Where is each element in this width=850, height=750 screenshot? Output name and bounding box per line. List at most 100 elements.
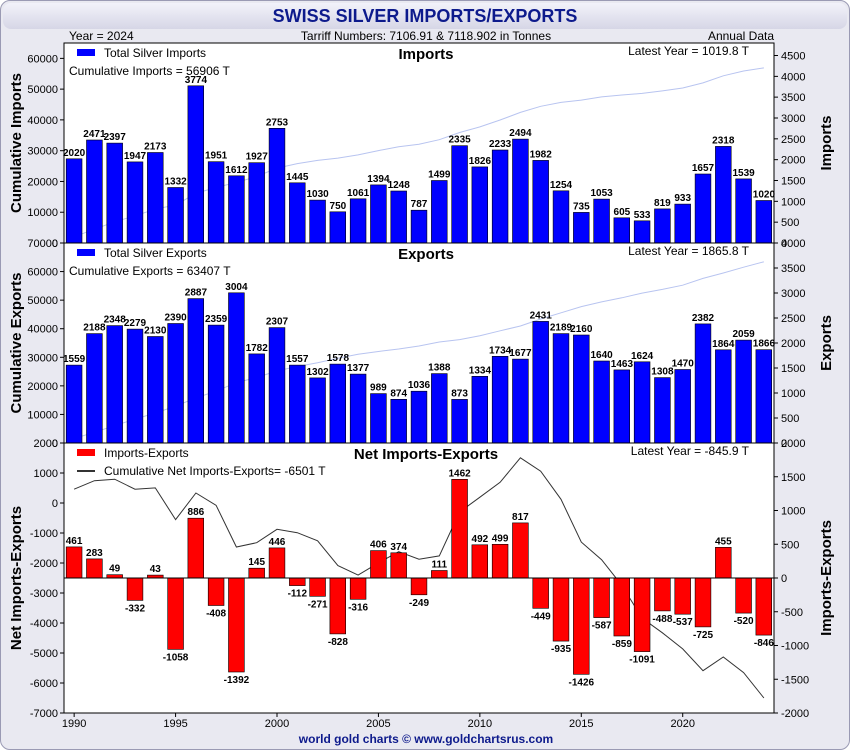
imports-bar	[147, 152, 164, 244]
imports-bar-label: 1020	[753, 190, 776, 201]
exports-bar-label: 1463	[611, 359, 634, 370]
exports-bar-label: 873	[451, 388, 468, 399]
imports-right-tick-label: 3500	[781, 92, 805, 104]
net-bar-label: -112	[288, 589, 308, 600]
exports-bar-label: 1302	[306, 367, 329, 378]
imports-bar	[715, 146, 732, 244]
imports-bar-label: 750	[330, 201, 347, 212]
imports-bar-label: 2318	[712, 135, 735, 146]
exports-bar-label: 1559	[63, 354, 86, 365]
net-bar	[289, 577, 306, 586]
imports-bar	[228, 175, 245, 244]
exports-bar-label: 2059	[732, 329, 755, 340]
exports-right-tick-label: 3500	[781, 263, 805, 275]
net-bar	[491, 543, 509, 579]
net-left-tick-label: -2000	[30, 558, 58, 570]
net-bar-label: -1091	[629, 655, 655, 666]
exports-bar	[410, 390, 428, 444]
net-left-tick-label: -6000	[30, 678, 58, 690]
net-bar	[674, 577, 691, 615]
imports-bar-label: 1927	[246, 152, 269, 163]
exports-bar-label: 1578	[327, 353, 350, 364]
exports-bar-label: 2348	[104, 315, 127, 326]
net-bar	[248, 567, 265, 579]
net-bar	[633, 577, 651, 652]
exports-right-tick-label: 500	[781, 413, 799, 425]
exports-bar	[248, 353, 265, 444]
net-bar-label: -271	[308, 599, 328, 610]
exports-left-tick-label: 0	[52, 438, 58, 450]
net-bar-label: -587	[592, 621, 612, 632]
imports-left-tick-label: 20000	[27, 176, 58, 188]
imports-right-tick-label: 1000	[781, 196, 805, 208]
net-bar	[654, 577, 671, 612]
exports-bar	[654, 377, 671, 444]
imports-bar	[431, 180, 448, 244]
imports-bar-label: 1982	[530, 149, 553, 160]
net-bar	[329, 577, 346, 635]
net-bar-label: 886	[188, 507, 205, 518]
imports-right-tick-label: 0	[781, 238, 787, 250]
imports-bar	[289, 182, 306, 244]
exports-bar-label: 1308	[651, 367, 674, 378]
exports-left-tick-label: 30000	[27, 352, 58, 364]
imports-bar-label: 1061	[347, 188, 370, 199]
imports-bar-label: 1030	[306, 189, 329, 200]
imports-right-axis-title: Imports	[818, 115, 835, 170]
net-bar	[167, 577, 184, 650]
exports-bar	[86, 333, 103, 444]
imports-legend-label: Total Silver Imports	[104, 46, 206, 60]
exports-bar-label: 1334	[469, 365, 492, 376]
exports-right-tick-label: 0	[781, 438, 787, 450]
exports-bar-label: 2431	[530, 310, 553, 321]
imports-bar-label: 735	[573, 201, 590, 212]
exports-bar-label: 2887	[185, 288, 208, 299]
exports-right-tick-label: 2500	[781, 313, 805, 325]
net-bar-label: -1426	[569, 677, 595, 688]
net-bar	[431, 570, 448, 579]
exports-bar-label: 1866	[753, 339, 776, 350]
net-left-tick-label: -1000	[30, 528, 58, 540]
exports-right-tick-label: 3000	[781, 288, 805, 300]
exports-bar-label: 2279	[124, 318, 147, 329]
exports-bar-label: 1677	[509, 348, 532, 359]
x-axis-tick-label: 2000	[265, 718, 289, 730]
net-bar-label: -859	[612, 639, 632, 650]
exports-left-axis-title: Cumulative Exports	[8, 273, 25, 414]
net-bar	[735, 577, 752, 614]
net-bar-label: -725	[693, 630, 713, 641]
imports-bar	[268, 128, 286, 244]
exports-legend-swatch	[77, 249, 95, 256]
exports-bar	[126, 328, 144, 444]
net-bar	[86, 558, 103, 579]
imports-right-tick-label: 4500	[781, 51, 805, 63]
x-axis-tick-label: 2005	[366, 718, 390, 730]
exports-bar-label: 3004	[225, 282, 248, 293]
imports-bar-label: 1445	[286, 172, 309, 183]
exports-bar	[370, 393, 387, 444]
net-bar-label: 461	[66, 536, 83, 547]
net-bar	[593, 577, 610, 618]
exports-bar	[674, 369, 691, 444]
imports-left-tick-label: 50000	[27, 84, 58, 96]
net-legend-swatch	[77, 449, 95, 456]
imports-bar	[390, 190, 407, 244]
exports-bar-label: 1782	[246, 343, 269, 354]
exports-left-tick-label: 10000	[27, 409, 58, 421]
exports-bar	[491, 355, 509, 444]
net-cumulative-label: Cumulative Net Imports-Exports= -6501 T	[104, 464, 326, 478]
exports-bar	[431, 373, 448, 444]
exports-bar	[187, 298, 204, 444]
header-tariff: Tarriff Numbers: 7106.91 & 7118.902 in T…	[301, 29, 551, 43]
net-bar-label: -449	[531, 611, 551, 622]
exports-bar	[289, 364, 306, 444]
net-bar	[573, 577, 590, 675]
net-left-tick-label: -5000	[30, 648, 58, 660]
exports-bar-label: 874	[390, 388, 407, 399]
imports-latest-label: Latest Year = 1019.8 T	[628, 44, 750, 58]
exports-bar-label: 1470	[672, 359, 695, 370]
net-bar-label: -935	[551, 644, 571, 655]
imports-bar	[674, 203, 691, 244]
net-bar-label: 817	[512, 512, 529, 523]
exports-bar-label: 2130	[144, 326, 167, 337]
